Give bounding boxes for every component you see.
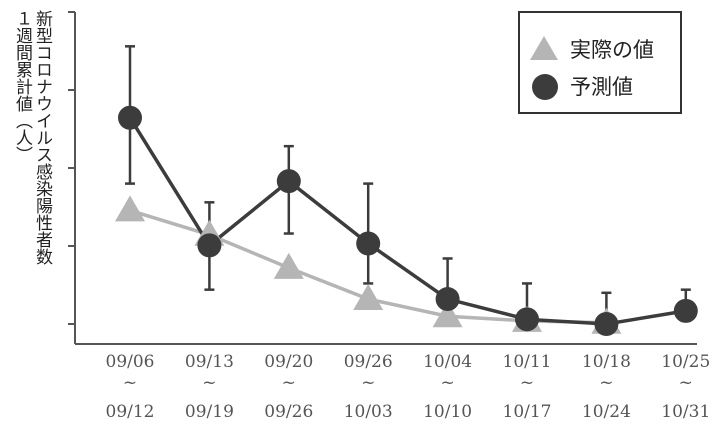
x-tick-label-sep: ~ — [520, 373, 534, 393]
legend-triangle-icon — [530, 36, 558, 60]
predicted-point — [197, 233, 222, 258]
series-markers — [115, 105, 698, 336]
x-tick-label-sep: ~ — [282, 373, 296, 393]
x-tick-label-end: 09/19 — [185, 402, 234, 422]
x-tick-label-sep: ~ — [202, 373, 216, 393]
predicted-series-line — [128, 116, 687, 326]
predicted-point — [356, 231, 381, 256]
predicted-point — [673, 298, 698, 323]
x-tick-label-start: 09/06 — [106, 352, 155, 372]
predicted-point — [276, 169, 301, 194]
x-tick-label-end: 09/12 — [106, 402, 155, 422]
x-tick-label-end: 10/10 — [423, 402, 472, 422]
legend-circle-icon — [532, 74, 558, 100]
predicted-point — [515, 307, 539, 332]
actual-point — [432, 301, 463, 328]
actual-point — [353, 284, 384, 311]
x-tick-label-start: 10/11 — [503, 352, 552, 372]
x-tick-label-end: 10/24 — [582, 402, 631, 422]
x-tick-label-end: 10/03 — [344, 402, 393, 422]
x-tick-label-sep: ~ — [123, 373, 137, 393]
actual-point — [115, 195, 145, 222]
x-tick-label-sep: ~ — [599, 373, 613, 393]
y-axis-label: 新型コロナウイルス感染陽性者数 １週間累計値（人） — [8, 10, 52, 340]
x-tick-label-end: 10/31 — [661, 402, 710, 422]
y-axis-label-line-2: １週間累計値（人） — [12, 10, 32, 163]
predicted-point — [118, 105, 142, 130]
x-tick-labels: 09/06~09/1209/13~09/1909/20~09/2609/26~1… — [106, 352, 711, 422]
x-tick-label-start: 10/04 — [423, 352, 472, 372]
x-tick-label-sep: ~ — [361, 373, 375, 393]
x-tick-label-start: 09/26 — [344, 352, 393, 372]
predicted-point — [435, 287, 460, 312]
x-tick-label-sep: ~ — [440, 373, 454, 393]
x-tick-label-start: 09/20 — [264, 352, 313, 372]
x-tick-label-sep: ~ — [679, 373, 693, 393]
x-tick-label-end: 10/17 — [503, 402, 552, 422]
actual-point — [273, 252, 304, 279]
x-tick-label-end: 09/26 — [264, 402, 313, 422]
legend-label-predicted: 予測値 — [570, 75, 633, 99]
x-tick-label-start: 10/25 — [661, 352, 710, 372]
y-axis-label-line-1: 新型コロナウイルス感染陽性者数 — [32, 10, 52, 265]
x-tick-label-start: 09/13 — [185, 352, 234, 372]
x-tick-label-start: 10/18 — [582, 352, 631, 372]
legend-label-actual: 実際の値 — [570, 38, 654, 62]
predicted-point — [594, 312, 619, 336]
axes — [68, 11, 697, 345]
